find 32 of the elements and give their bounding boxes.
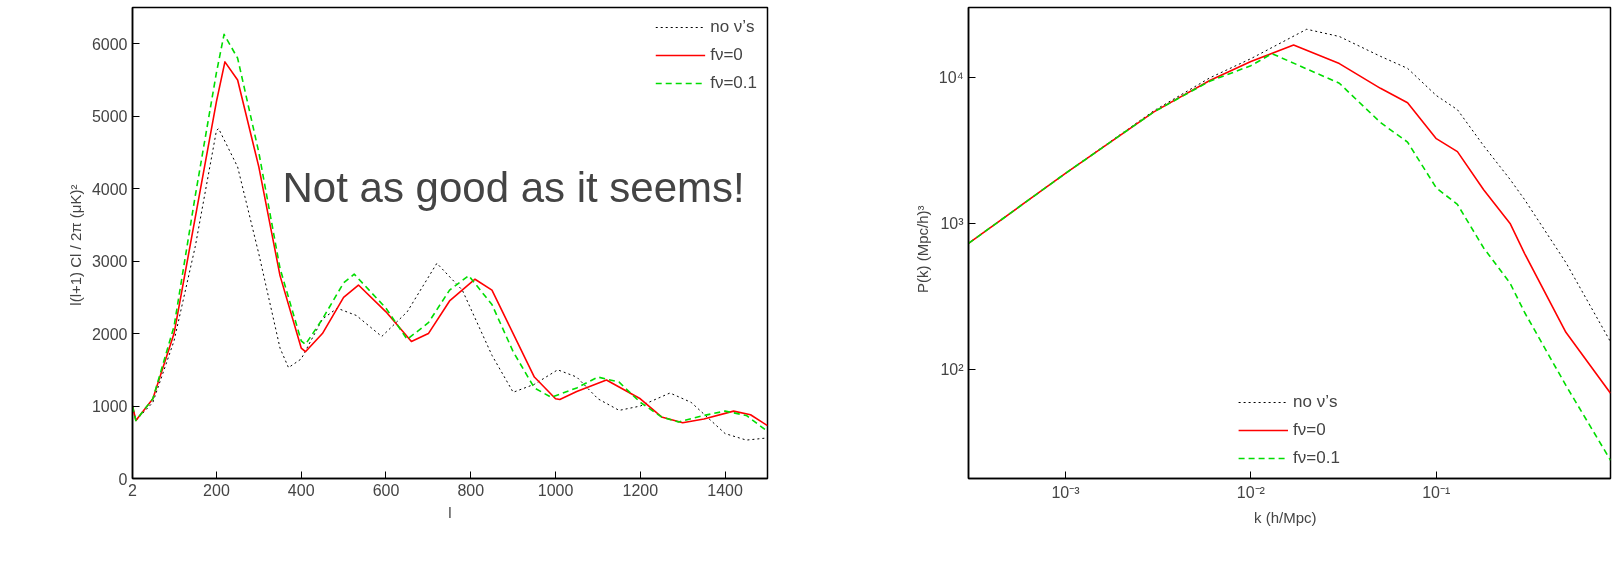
x-tick-label: 10⁻¹ <box>1422 483 1451 501</box>
y-tick-label: 10³ <box>940 214 965 232</box>
x-tick-label: 1400 <box>707 481 744 499</box>
x-tick-label: 2 <box>128 481 138 499</box>
legend-label: fν=0 <box>1293 420 1326 440</box>
x-tick-label: 400 <box>287 481 315 499</box>
y-tick-label: 2000 <box>91 325 128 343</box>
legend-label: no ν’s <box>1293 392 1338 412</box>
y-tick-label: 1000 <box>91 398 128 416</box>
y-tick-label: 10⁴ <box>938 68 964 86</box>
x-axis-title: k (h/Mpc) <box>1254 508 1317 526</box>
x-tick-label: 1000 <box>537 481 574 499</box>
x-tick-label: 1200 <box>622 481 659 499</box>
y-axis-title: P(k) (Mpc/h)³ <box>913 205 931 293</box>
legend-label: fν=0 <box>710 45 743 65</box>
legend-label: fν=0.1 <box>710 73 757 93</box>
y-tick-label: 3000 <box>91 253 128 271</box>
y-tick-label: 10² <box>940 361 965 379</box>
x-tick-label: 800 <box>457 481 485 499</box>
x-tick-label: 600 <box>372 481 400 499</box>
x-tick-label: 10⁻² <box>1236 483 1266 501</box>
y-tick-label: 0 <box>118 470 128 488</box>
y-axis-title: l(l+1) Cl / 2π (μK)² <box>66 184 84 306</box>
y-tick-label: 5000 <box>91 108 128 126</box>
x-tick-label: 10⁻³ <box>1051 483 1081 501</box>
legend-label: no ν’s <box>710 17 755 37</box>
x-tick-label: 200 <box>203 481 230 499</box>
x-axis-title: l <box>448 503 452 521</box>
y-tick-label: 6000 <box>91 35 128 53</box>
y-tick-label: 4000 <box>91 180 128 198</box>
annotation: Not as good as it seems! <box>282 164 745 211</box>
legend-label: fν=0.1 <box>1293 448 1340 468</box>
